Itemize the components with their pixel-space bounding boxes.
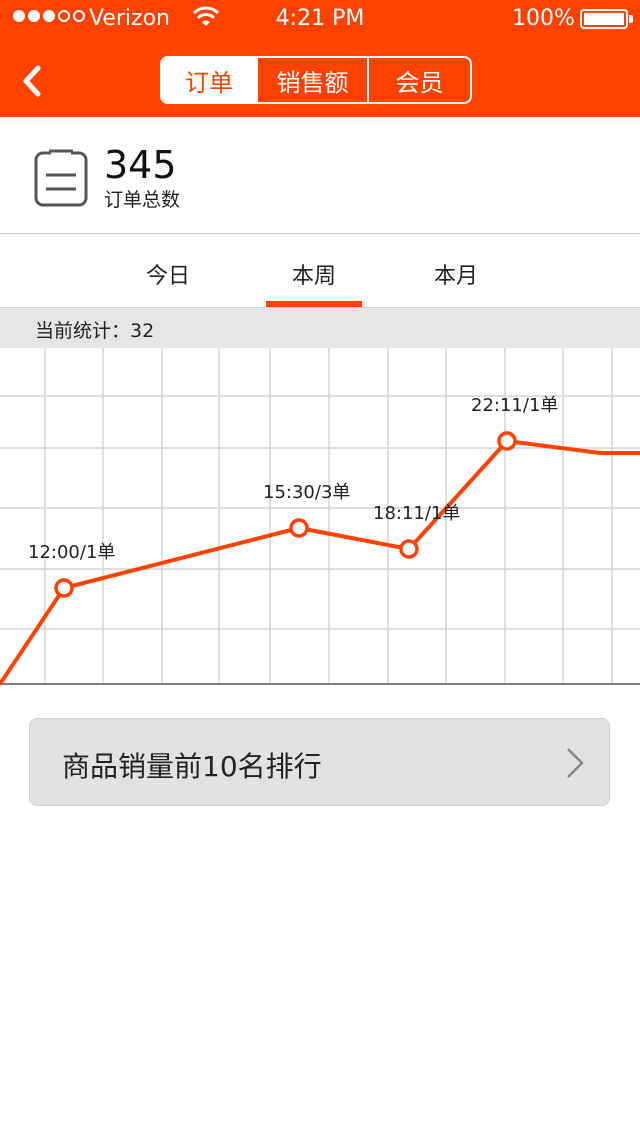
segmented-control: 订单 销售额 会员 (160, 56, 472, 104)
data-point-label: 12:00/1单 (28, 542, 115, 563)
segment-sales[interactable]: 销售额 (258, 58, 369, 102)
header: Verizon 4:21 PM 100% 订单 销售额 会员 (0, 0, 640, 117)
order-summary: 345 订单总数 (0, 117, 640, 234)
signal-dot (73, 10, 85, 22)
signal-dot (43, 10, 55, 22)
orders-line-chart: 12:00/1单 15:30/3单 18:11/1单 22:11/1单 (0, 348, 640, 685)
data-point-marker (289, 518, 309, 538)
period-tabs: 今日 本周 本月 (0, 234, 640, 308)
chart-grid (0, 348, 640, 684)
tab-this-month[interactable]: 本月 (433, 264, 478, 289)
status-bar: Verizon 4:21 PM 100% (0, 0, 640, 40)
wifi-icon (193, 6, 219, 26)
data-point-marker (399, 539, 419, 559)
order-total-label: 订单总数 (104, 189, 181, 211)
battery-icon (580, 9, 628, 29)
clock: 4:21 PM (275, 6, 365, 31)
signal-dot (58, 10, 70, 22)
signal-dot (28, 10, 40, 22)
battery-percent: 100% (512, 6, 575, 31)
order-total-count: 345 (104, 143, 177, 187)
segment-members[interactable]: 会员 (395, 68, 444, 97)
clipboard-icon (34, 148, 88, 207)
data-point-marker (497, 431, 517, 451)
segment-orders[interactable]: 订单 (162, 58, 258, 102)
data-point-label: 15:30/3单 (263, 482, 350, 503)
carrier-name: Verizon (89, 6, 170, 31)
chevron-right-icon (567, 748, 584, 778)
signal-dot (13, 10, 25, 22)
battery-tip (629, 15, 633, 23)
signal-strength-icon (13, 10, 85, 22)
top10-ranking-button[interactable]: 商品销量前10名排行 (29, 718, 610, 806)
tab-today[interactable]: 今日 (145, 264, 190, 289)
tab-this-week[interactable]: 本周 (291, 264, 336, 289)
current-stat: 当前统计：32 (0, 308, 640, 348)
data-point-marker (54, 578, 74, 598)
data-point-label: 22:11/1单 (471, 395, 558, 416)
back-button[interactable] (18, 64, 46, 98)
top10-ranking-label: 商品销量前10名排行 (62, 750, 322, 783)
data-point-label: 18:11/1单 (373, 503, 460, 524)
active-tab-indicator (266, 301, 362, 307)
